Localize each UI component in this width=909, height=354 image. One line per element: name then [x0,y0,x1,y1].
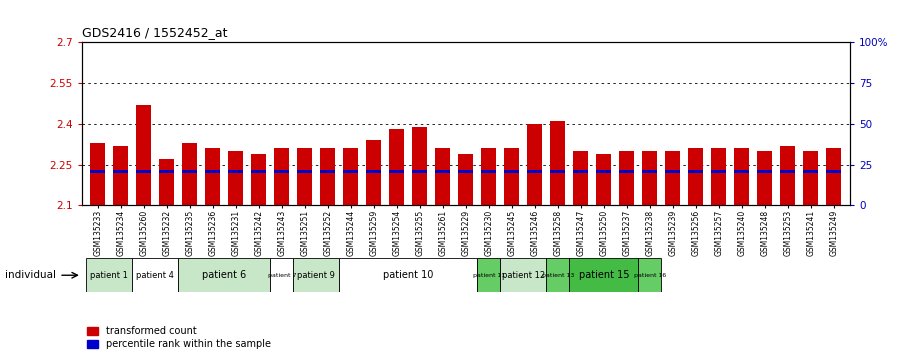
Bar [643,151,657,205]
Bar [136,170,152,173]
Bar [159,170,175,173]
Bar [619,170,634,173]
Bar [389,129,405,205]
Bar [413,170,427,173]
Bar [205,170,220,173]
Bar [550,170,565,173]
Bar [527,170,543,173]
Bar [757,170,773,173]
Bar [574,151,588,205]
Bar [546,258,569,292]
Text: patient 10: patient 10 [384,270,434,280]
Text: patient 1: patient 1 [91,271,128,280]
Bar [435,170,450,173]
Bar [320,170,335,173]
Bar [344,148,358,205]
Bar [734,148,749,205]
Bar [527,124,543,205]
Bar [504,170,519,173]
Text: patient 6: patient 6 [203,270,246,280]
Bar [665,151,680,205]
Bar [500,258,546,292]
Bar [297,148,313,205]
Bar [665,170,680,173]
Text: patient 9: patient 9 [297,271,335,280]
Bar [344,170,358,173]
Text: patient 11: patient 11 [473,273,505,278]
Text: patient 12: patient 12 [502,271,544,280]
Bar [638,258,662,292]
Bar [178,258,270,292]
Bar [114,145,128,205]
Bar [734,170,749,173]
Bar [228,151,244,205]
Bar [159,159,175,205]
Text: patient 16: patient 16 [634,273,666,278]
Bar [366,170,382,173]
Bar [86,258,133,292]
Bar [252,170,266,173]
Bar [596,154,612,205]
Bar [619,151,634,205]
Bar [183,170,197,173]
Bar [114,170,128,173]
Bar [252,154,266,205]
Bar [133,258,178,292]
Bar [780,145,795,205]
Bar [550,121,565,205]
Bar [90,170,105,173]
Text: GDS2416 / 1552452_at: GDS2416 / 1552452_at [82,26,227,39]
Bar [275,148,289,205]
Bar [294,258,339,292]
Bar [90,143,105,205]
Bar [136,105,152,205]
Bar [712,170,726,173]
Bar [183,143,197,205]
Text: patient 4: patient 4 [136,271,175,280]
Bar [228,170,244,173]
Bar [688,170,704,173]
Bar [569,258,638,292]
Bar [712,148,726,205]
Bar [366,140,382,205]
Text: patient 7: patient 7 [267,273,296,278]
Bar [389,170,405,173]
Bar [477,258,500,292]
Bar [804,151,818,205]
Bar [504,148,519,205]
Bar [458,170,474,173]
Bar [458,154,474,205]
Bar [413,127,427,205]
Bar [435,148,450,205]
Bar [205,148,220,205]
Bar [574,170,588,173]
Text: individual: individual [5,270,55,280]
Bar [275,170,289,173]
Bar [780,170,795,173]
Bar [826,170,842,173]
Bar [757,151,773,205]
Bar [320,148,335,205]
Bar [270,258,294,292]
Bar [482,170,496,173]
Bar [297,170,313,173]
Legend: transformed count, percentile rank within the sample: transformed count, percentile rank withi… [86,326,271,349]
Bar [596,170,612,173]
Bar [643,170,657,173]
Bar [688,148,704,205]
Text: patient 13: patient 13 [542,273,574,278]
Bar [804,170,818,173]
Bar [339,258,477,292]
Bar [482,148,496,205]
Bar [826,148,842,205]
Text: patient 15: patient 15 [579,270,629,280]
